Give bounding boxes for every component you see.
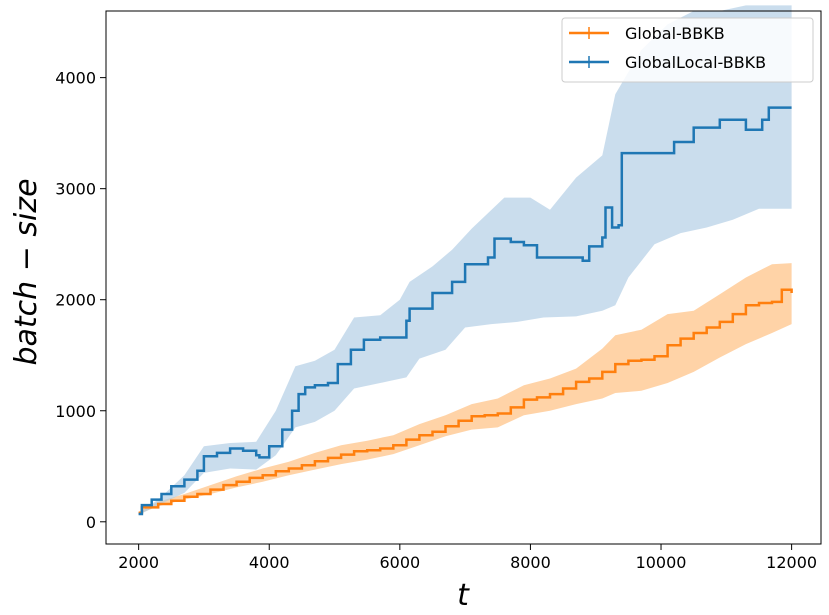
y-tick-label: 4000 bbox=[55, 69, 96, 88]
x-tick-label: 6000 bbox=[379, 553, 420, 572]
series-lines bbox=[138, 106, 793, 516]
confidence-bands bbox=[138, 5, 792, 516]
x-tick-label: 10000 bbox=[636, 553, 687, 572]
y-tick-label: 1000 bbox=[55, 402, 96, 421]
x-axis-ticks: 2000 4000 6000 8000 10000 12000 bbox=[118, 544, 817, 572]
y-tick-label: 3000 bbox=[55, 180, 96, 199]
legend: Global-BBKB GlobalLocal-BBKB bbox=[561, 17, 814, 83]
y-tick-label: 0 bbox=[86, 513, 96, 532]
y-axis-ticks: 0 1000 2000 3000 4000 bbox=[55, 69, 106, 532]
legend-label-global-bbkb: Global-BBKB bbox=[625, 24, 725, 43]
x-tick-label: 8000 bbox=[510, 553, 551, 572]
legend-box bbox=[561, 17, 814, 83]
x-tick-label: 2000 bbox=[118, 553, 159, 572]
band-global-bbkb bbox=[138, 263, 792, 514]
x-tick-label: 4000 bbox=[249, 553, 290, 572]
series-line-global-bbkb bbox=[138, 288, 793, 515]
x-axis-label: t bbox=[457, 578, 470, 613]
series-line-globallocal-bbkb bbox=[138, 106, 792, 516]
legend-label-globallocal-bbkb: GlobalLocal-BBKB bbox=[625, 53, 766, 72]
plot-area-frame bbox=[105, 10, 822, 545]
x-tick-label: 12000 bbox=[766, 553, 817, 572]
y-tick-label: 2000 bbox=[55, 291, 96, 310]
band-globallocal-bbkb bbox=[138, 5, 792, 516]
y-axis-label: batch − size bbox=[9, 178, 44, 365]
